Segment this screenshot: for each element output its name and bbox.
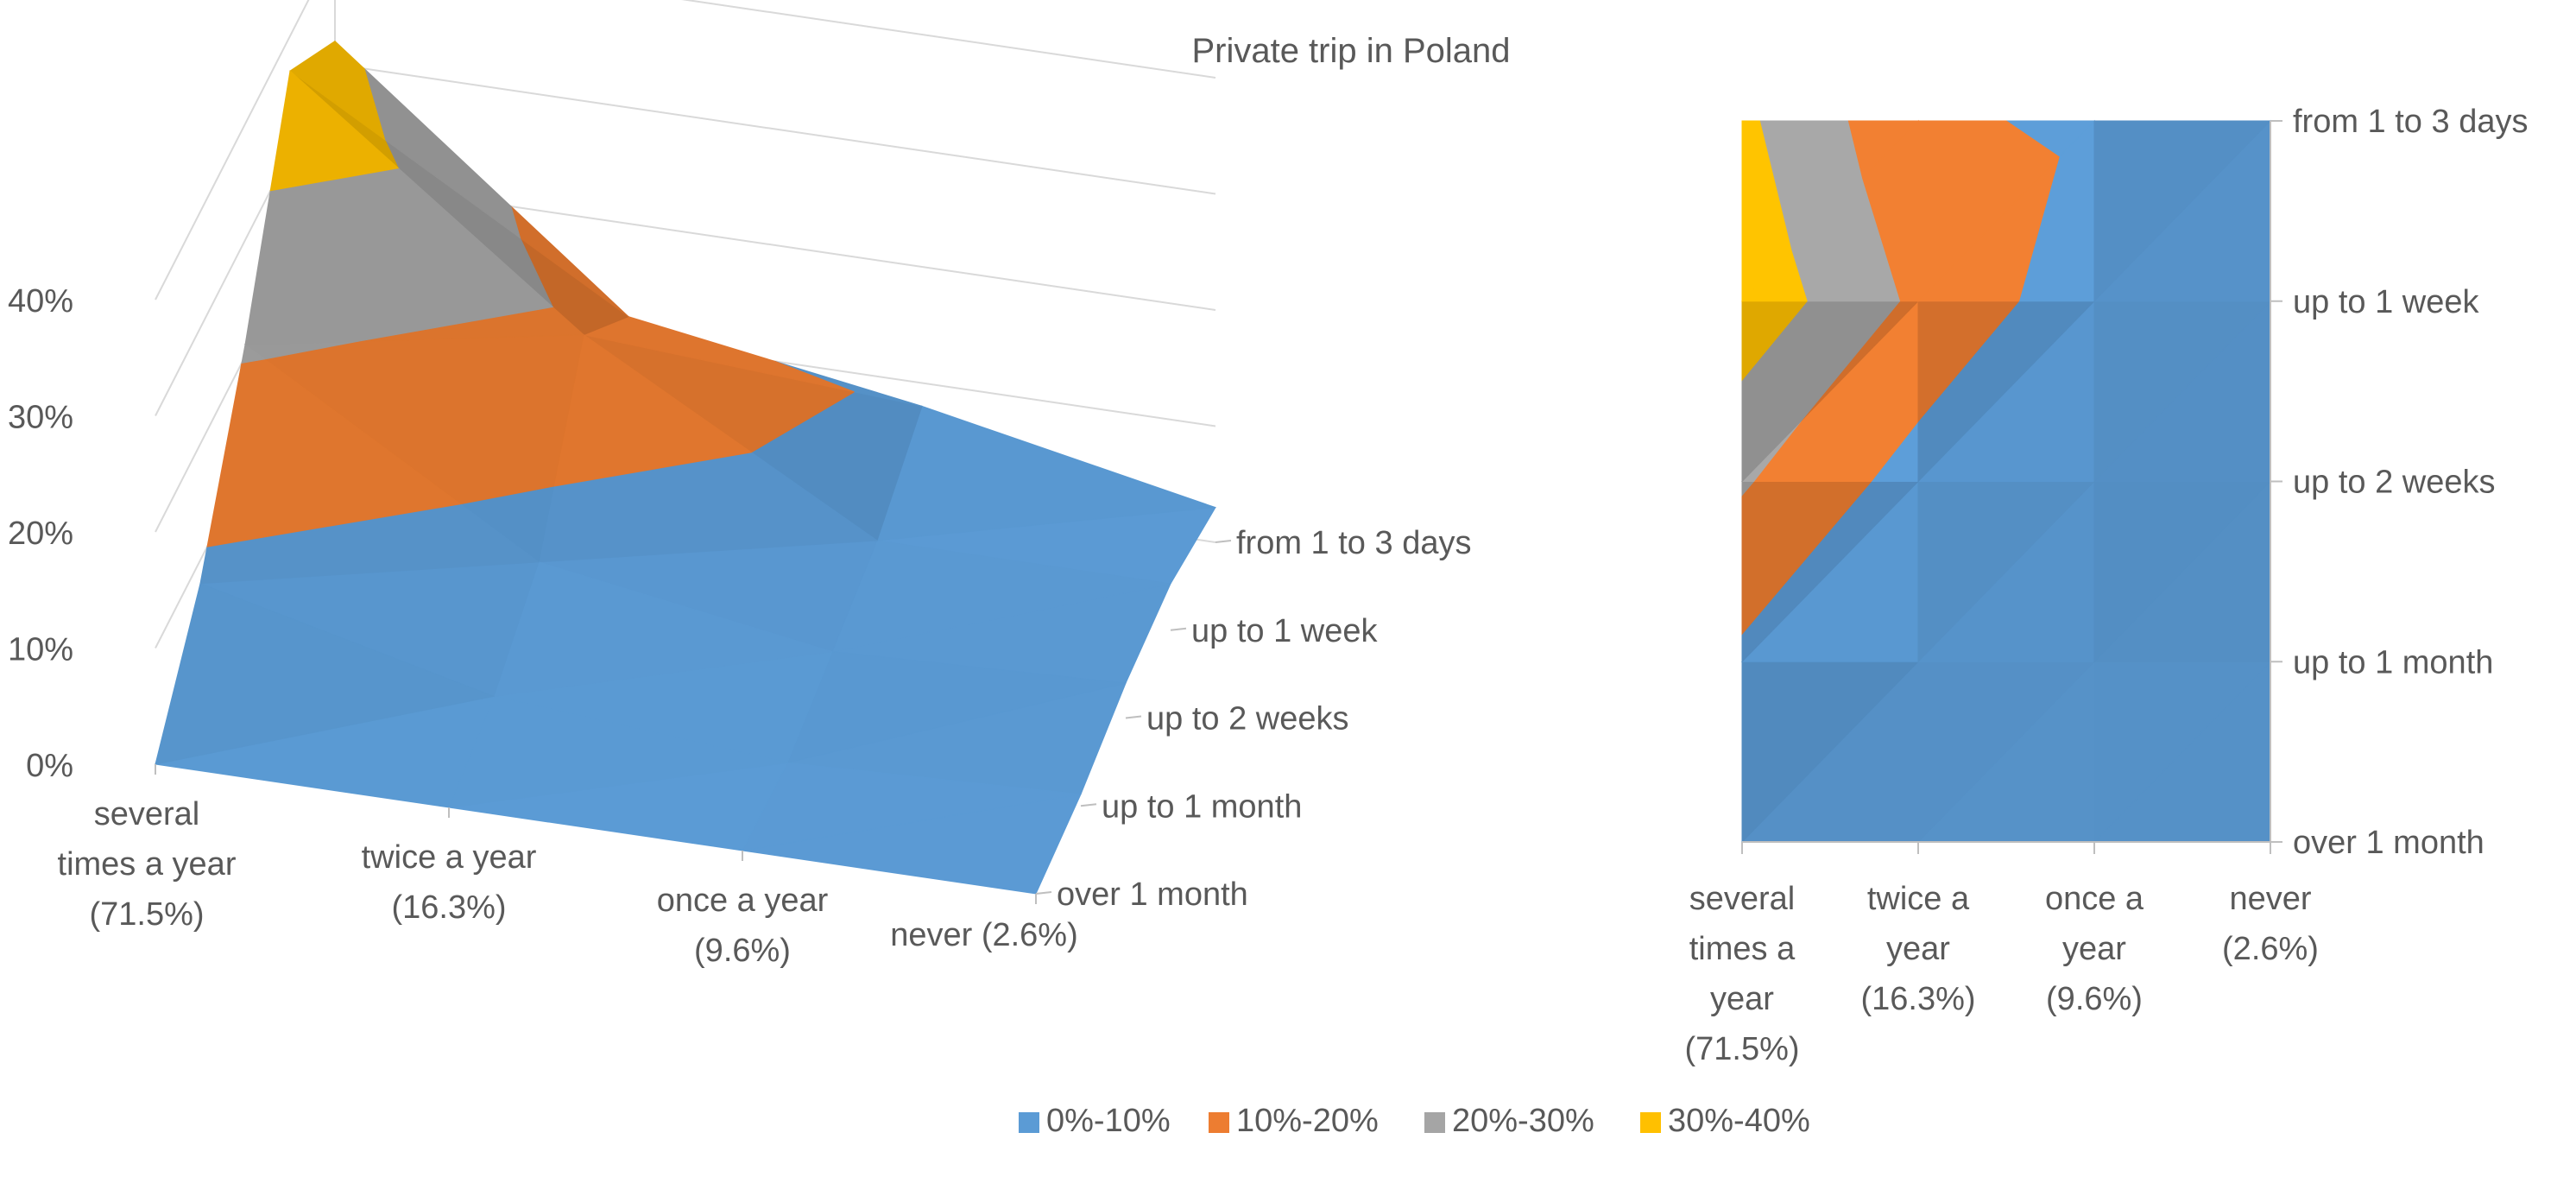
- contour-y-label: up to 1 week: [2293, 284, 2479, 320]
- surface-patch: [289, 40, 386, 142]
- x-axis-label: several times a year (71.5%): [58, 796, 237, 933]
- legend-label: 30%-40%: [1668, 1103, 1810, 1139]
- y-axis-label: from 1 to 3 days: [1236, 525, 1471, 561]
- legend-swatch: [1019, 1112, 1039, 1133]
- z-tick-label: 0%: [26, 748, 73, 784]
- contour-patch: [1741, 120, 1792, 302]
- legend-swatch: [1640, 1112, 1661, 1133]
- contour-axes: [1741, 120, 2282, 854]
- z-tick-label: 30%: [8, 400, 73, 436]
- y-tick: [1035, 891, 1052, 895]
- contour-y-label: up to 2 weeks: [2293, 465, 2495, 501]
- z-tick-label: 40%: [8, 283, 73, 320]
- surface-patch: [155, 582, 496, 765]
- y-axis-label: up to 2 weeks: [1146, 701, 1348, 737]
- chart-title: Private trip in Poland: [1191, 32, 1510, 70]
- contour-x-label: several times a year (71.5%): [1684, 881, 1799, 1067]
- contour-y-label: up to 1 month: [2293, 644, 2493, 680]
- contour-y-label: from 1 to 3 days: [2293, 104, 2528, 140]
- y-axis-label: up to 1 week: [1191, 613, 1378, 649]
- contour-plot: [1740, 119, 2272, 844]
- contour-x-label: twice a year (16.3%): [1860, 881, 1975, 1017]
- y-tick: [1125, 715, 1142, 719]
- y-tick: [1080, 803, 1097, 807]
- surface-patch: [269, 70, 400, 192]
- y-tick: [1215, 540, 1232, 543]
- z-gridline: [155, 0, 1216, 301]
- y-tick: [1170, 627, 1187, 631]
- x-axis-label: never (2.6%): [890, 917, 1078, 953]
- contour-x-label: never (2.6%): [2222, 881, 2319, 967]
- surface-patch: [244, 168, 554, 345]
- x-axis-label: twice a year (16.3%): [362, 839, 537, 926]
- y-axis-label: over 1 month: [1057, 876, 1248, 913]
- surface-x-axis-labels: several times a year (71.5%) twice a year (1…: [58, 764, 1078, 969]
- contour-x-axis-labels: several times a year (71.5%) twice a year (16.…: [1684, 881, 2318, 1067]
- legend-label: 20%-30%: [1452, 1103, 1594, 1139]
- surface-patch: [241, 344, 266, 364]
- legend-label: 10%-20%: [1236, 1103, 1379, 1139]
- x-axis-label: once a year (9.6%): [657, 883, 829, 969]
- y-axis-label: up to 1 month: [1102, 788, 1302, 825]
- z-tick-label: 20%: [8, 516, 73, 552]
- contour-patch: [1917, 120, 2060, 302]
- z-tick-label: 10%: [8, 632, 73, 668]
- legend-swatch: [1424, 1112, 1445, 1133]
- contour-x-label: once a year (9.6%): [2045, 881, 2144, 1017]
- contour-y-label: over 1 month: [2293, 825, 2484, 861]
- surface-plot-3d: [155, 40, 1216, 895]
- legend: 0%-10% 10%-20% 20%-30% 30%-40%: [1019, 1103, 1810, 1139]
- contour-y-axis-labels: over 1 month up to 1 month up to 2 weeks up…: [2293, 104, 2528, 861]
- legend-label: 0%-10%: [1046, 1103, 1171, 1139]
- surface-z-axis: 0% 10% 20% 30% 40%: [8, 283, 73, 784]
- legend-swatch: [1209, 1112, 1229, 1133]
- surface-y-axis-labels: over 1 month up to 1 month up to 2 weeks up…: [1035, 525, 1471, 913]
- contour-patch: [2093, 120, 2272, 302]
